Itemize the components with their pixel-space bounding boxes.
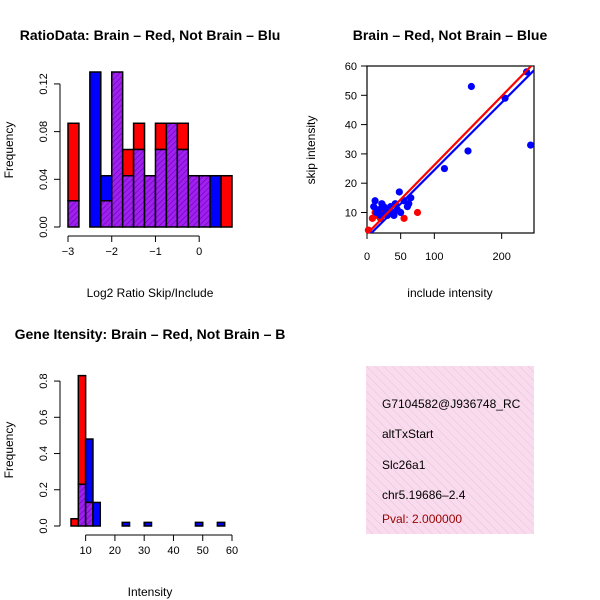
intensity-hist-bar-not-brain <box>84 438 94 504</box>
ratio-hist-bar-not-brain <box>89 71 102 228</box>
scatter-point-not-brain <box>527 141 535 149</box>
scatter-x-tick-label: 0 <box>364 251 370 263</box>
ratio-hist-y-tick-label: 0.04 <box>38 169 50 190</box>
ratio-hist-title: RatioData: Brain – Red, Not Brain – Blu <box>20 27 281 43</box>
ratio-hist-bar-not-brain <box>209 174 222 228</box>
ratio-hist-x-tick-label: −1 <box>149 246 162 258</box>
ratio-hist-bar-brain <box>154 122 168 151</box>
scatter-xlabel: include intensity <box>407 286 492 300</box>
intensity-hist-bar-not-brain <box>143 521 153 527</box>
ratio-hist-bar-overlap <box>143 174 157 228</box>
scatter-fit-line-not-brain <box>369 69 534 233</box>
scatter-point-not-brain <box>370 203 378 211</box>
scatter-y-tick-label: 50 <box>345 90 357 102</box>
intensity-hist-bar-not-brain <box>121 521 131 527</box>
ratio-histogram: RatioData: Brain – Red, Not Brain – Blu … <box>2 27 280 300</box>
intensity-hist-xlabel: Intensity <box>128 585 173 599</box>
intensity-hist-bar-overlap <box>84 501 94 527</box>
intensity-scatter: Brain – Red, Not Brain – Blue 0 50 100 200 1… <box>304 27 547 300</box>
scatter-marks <box>364 66 535 234</box>
intensity-hist-bar-overlap <box>77 483 87 527</box>
ratio-hist-y-tick-label: 0.08 <box>38 121 50 142</box>
ratio-hist-xlabel: Log2 Ratio Skip/Include <box>87 286 214 300</box>
intensity-hist-y-tick-label: 0.2 <box>38 482 50 497</box>
ratio-hist-x-tick-label: 0 <box>196 246 202 258</box>
ratio-hist-bar-overlap <box>154 148 168 228</box>
intensity-hist-ylabel: Frequency <box>2 422 16 479</box>
info-location: chr5.19686–2.4 <box>382 488 466 502</box>
intensity-hist-bar-not-brain <box>216 521 226 527</box>
intensity-hist-bar-not-brain <box>92 501 102 527</box>
scatter-point-not-brain <box>405 200 413 208</box>
ratio-hist-bar-overlap <box>132 148 146 228</box>
ratio-hist-ylabel: Frequency <box>2 122 16 179</box>
ratio-hist-bar-overlap <box>100 200 113 228</box>
scatter-point-not-brain <box>397 208 405 217</box>
scatter-y-tick-label: 20 <box>345 178 357 190</box>
intensity-hist-bar-brain <box>77 374 87 486</box>
scatter-y-tick-label: 10 <box>345 207 357 219</box>
scatter-point-not-brain <box>395 188 403 196</box>
scatter-y-tick-label: 30 <box>345 149 357 161</box>
scatter-plot-box <box>366 65 535 234</box>
ratio-hist-axes: −3 −2 −1 0 0.00 0.04 0.08 0.12 <box>38 73 202 258</box>
intensity-hist-x-tick-label: 40 <box>167 545 179 557</box>
info-gene: Slc26a1 <box>382 458 426 472</box>
intensity-hist-x-tick-label: 60 <box>226 545 238 557</box>
ratio-hist-bar-not-brain <box>100 174 113 202</box>
info-event-id: G7104582@J936748_RC <box>382 397 521 411</box>
intensity-hist-bars <box>70 374 226 527</box>
intensity-hist-title: Gene Itensity: Brain – Red, Not Brain – … <box>15 326 286 342</box>
scatter-axes: 0 50 100 200 10 20 30 40 50 60 <box>345 61 511 263</box>
ratio-hist-bar-overlap <box>67 200 80 228</box>
scatter-point-brain <box>400 214 408 222</box>
ratio-hist-bar-brain <box>67 122 80 202</box>
intensity-hist-bar-brain <box>70 518 80 527</box>
scatter-ylabel: skip intensity <box>304 116 318 185</box>
scatter-x-tick-label: 200 <box>492 251 510 263</box>
intensity-histogram: Gene Itensity: Brain – Red, Not Brain – … <box>2 326 285 599</box>
scatter-point-brain <box>413 208 422 217</box>
ratio-hist-bar-brain <box>220 174 233 228</box>
scatter-point-not-brain <box>440 164 449 173</box>
ratio-hist-bar-brain <box>176 122 190 151</box>
scatter-y-tick-label: 40 <box>345 120 357 132</box>
ratio-hist-y-tick-label: 0.12 <box>38 73 50 94</box>
ratio-hist-x-tick-label: −2 <box>105 246 118 258</box>
scatter-x-tick-label: 50 <box>395 251 407 263</box>
intensity-hist-y-tick-label: 0.4 <box>38 446 50 461</box>
intensity-hist-y-tick-label: 0.6 <box>38 410 50 425</box>
ratio-hist-bars <box>67 71 233 228</box>
intensity-hist-x-tick-label: 10 <box>80 545 92 557</box>
scatter-x-tick-label: 100 <box>425 251 443 263</box>
scatter-y-tick-label: 60 <box>345 61 357 73</box>
ratio-hist-bar-overlap <box>176 148 190 228</box>
ratio-hist-bar-brain <box>132 122 146 151</box>
info-panel-background <box>366 366 534 534</box>
intensity-hist-bar-not-brain <box>194 521 204 527</box>
intensity-hist-axes: 10 20 30 40 50 60 0.0 0.2 0.4 0.6 0.8 <box>38 373 238 557</box>
scatter-fit-line-brain <box>367 66 533 233</box>
info-pval: Pval: 2.000000 <box>382 512 462 526</box>
scatter-point-not-brain <box>464 147 472 155</box>
intensity-hist-x-tick-label: 30 <box>138 545 150 557</box>
intensity-hist-x-tick-label: 20 <box>109 545 121 557</box>
scatter-point-not-brain <box>467 82 475 91</box>
ratio-hist-y-tick-label: 0.00 <box>38 216 50 237</box>
scatter-title: Brain – Red, Not Brain – Blue <box>353 27 548 43</box>
scatter-point-not-brain <box>371 197 379 205</box>
ratio-hist-bar-overlap <box>198 174 211 228</box>
intensity-hist-y-tick-label: 0.0 <box>38 518 50 533</box>
intensity-hist-x-tick-label: 50 <box>197 545 209 557</box>
ratio-hist-bar-overlap <box>110 71 124 228</box>
ratio-hist-x-tick-label: −3 <box>62 246 75 258</box>
ratio-hist-bar-overlap <box>187 174 200 228</box>
ratio-hist-bar-overlap <box>165 122 179 228</box>
ratio-hist-bar-overlap <box>121 174 135 228</box>
info-panel: G7104582@J936748_RC altTxStart Slc26a1 c… <box>366 366 534 534</box>
intensity-hist-y-tick-label: 0.8 <box>38 373 50 388</box>
ratio-hist-bar-brain <box>121 148 135 177</box>
info-event-type: altTxStart <box>382 427 434 441</box>
